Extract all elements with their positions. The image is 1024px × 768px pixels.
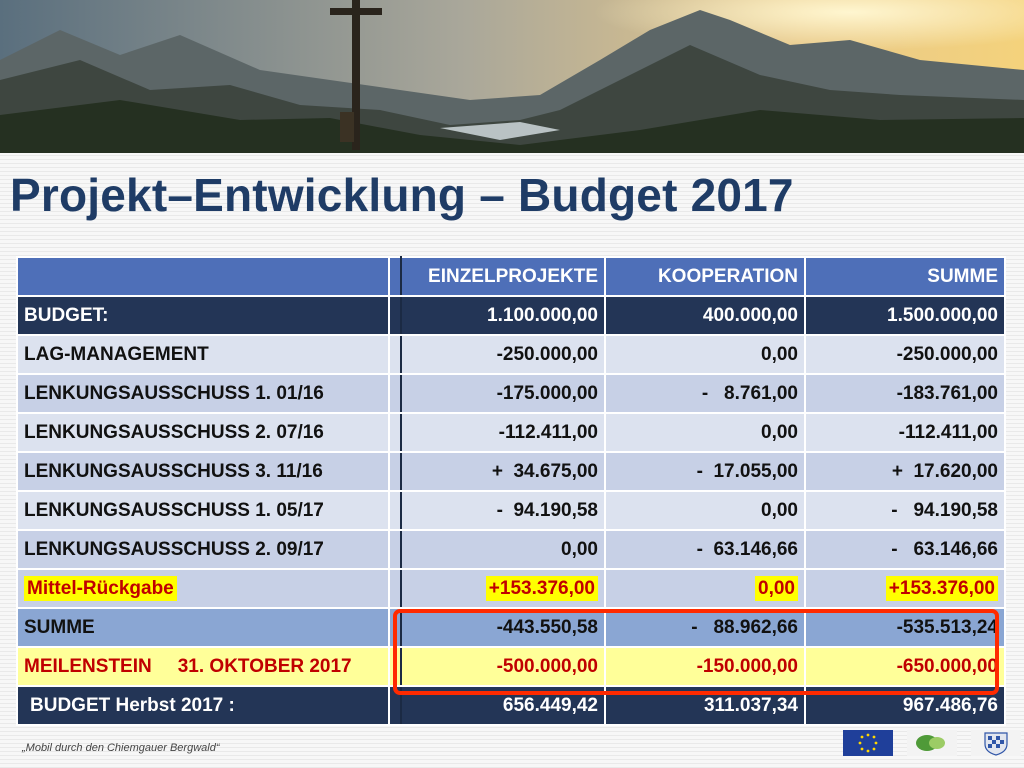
bavaria-coat-of-arms-logo [971,730,1021,756]
cell-einzelprojekte: -112.411,00 [400,412,606,453]
cell-einzelprojekte: 656.449,42 [400,685,606,726]
cell-kooperation: 0,00 [604,490,806,531]
cell-summe: -535.513,24 [804,607,1006,648]
meilenstein-date: 31. OKTOBER 2017 [177,655,352,677]
highlight-value: 0,00 [755,575,798,601]
cell-einzelprojekte: -500.000,00 [400,646,606,687]
leader-logo [907,730,957,756]
cell-summe: 1.500.000,00 [804,295,1006,336]
row-label: SUMME [16,607,390,648]
cell-einzelprojekte: - 94.190,58 [400,490,606,531]
table-row-budget: BUDGET: 1.100.000,00 400.000,00 1.500.00… [16,295,1006,336]
header-banner-image [0,0,1024,153]
row-label: LENKUNGSAUSSCHUSS 1. 01/16 [16,373,390,414]
row-label: Mittel-Rückgabe [16,568,390,609]
cell-summe: -250.000,00 [804,334,1006,375]
cell-kooperation: - 88.962,66 [604,607,806,648]
cell-einzelprojekte: 0,00 [400,529,606,570]
column-separator [388,295,402,336]
cell-kooperation: 311.037,34 [604,685,806,726]
column-separator [388,685,402,726]
cell-kooperation: 0,00 [604,568,806,609]
column-separator [388,646,402,687]
cell-einzelprojekte: + 34.675,00 [400,451,606,492]
column-separator [388,607,402,648]
table-row: LENKUNGSAUSSCHUSS 1. 01/16 -175.000,00 -… [16,373,1006,414]
page-title: Projekt–Entwicklung – Budget 2017 [10,169,794,221]
row-label: BUDGET: [16,295,390,336]
column-separator [388,490,402,531]
table-row: LENKUNGSAUSSCHUSS 2. 09/17 0,00 - 63.146… [16,529,1006,570]
cell-summe: 967.486,76 [804,685,1006,726]
header-cell-kooperation: KOOPERATION [604,256,806,297]
logo-strip [843,730,1021,756]
cell-einzelprojekte: -175.000,00 [400,373,606,414]
cell-kooperation: 0,00 [604,412,806,453]
highlight-value: +153.376,00 [885,575,998,601]
row-label: BUDGET Herbst 2017 : [16,685,390,726]
header-cell-summe: SUMME [804,256,1006,297]
column-separator [388,529,402,570]
column-separator [388,451,402,492]
cell-summe: -112.411,00 [804,412,1006,453]
cell-kooperation: 0,00 [604,334,806,375]
row-label: LAG-MANAGEMENT [16,334,390,375]
table-row: LENKUNGSAUSSCHUSS 2. 07/16 -112.411,00 0… [16,412,1006,453]
cell-summe: - 63.146,66 [804,529,1006,570]
column-separator [388,373,402,414]
cell-kooperation: 400.000,00 [604,295,806,336]
table-row-budget-herbst: BUDGET Herbst 2017 : 656.449,42 311.037,… [16,685,1006,726]
column-separator [388,412,402,453]
highlight-value: +153.376,00 [485,575,598,601]
column-separator [388,568,402,609]
cell-summe: -650.000,00 [804,646,1006,687]
cell-summe: +153.376,00 [804,568,1006,609]
row-label: LENKUNGSAUSSCHUSS 3. 11/16 [16,451,390,492]
row-label: LENKUNGSAUSSCHUSS 1. 05/17 [16,490,390,531]
table-row: LENKUNGSAUSSCHUSS 3. 11/16 + 34.675,00 -… [16,451,1006,492]
cell-einzelprojekte: 1.100.000,00 [400,295,606,336]
meilenstein-label: MEILENSTEIN [24,655,152,677]
table-header-row: EINZELPROJEKTE KOOPERATION SUMME [16,256,1006,297]
budget-table: EINZELPROJEKTE KOOPERATION SUMME BUDGET:… [16,256,1006,726]
highlight-label: Mittel-Rückgabe [24,575,177,601]
cell-kooperation: - 17.055,00 [604,451,806,492]
cell-einzelprojekte: +153.376,00 [400,568,606,609]
project-subtitle: „Mobil durch den Chiemgauer Bergwald“ [22,742,220,754]
column-separator [388,334,402,375]
row-label: LENKUNGSAUSSCHUSS 2. 07/16 [16,412,390,453]
cell-einzelprojekte: -250.000,00 [400,334,606,375]
cell-summe: + 17.620,00 [804,451,1006,492]
header-cell-label [16,256,390,297]
column-separator [388,256,402,297]
table-row: LAG-MANAGEMENT -250.000,00 0,00 -250.000… [16,334,1006,375]
cell-summe: -183.761,00 [804,373,1006,414]
eu-flag-logo [843,730,893,756]
row-label: MEILENSTEIN 31. OKTOBER 2017 [16,646,390,687]
cell-summe: - 94.190,58 [804,490,1006,531]
table-row-summe: SUMME -443.550,58 - 88.962,66 -535.513,2… [16,607,1006,648]
cell-einzelprojekte: -443.550,58 [400,607,606,648]
cell-kooperation: - 63.146,66 [604,529,806,570]
header-cell-einzelprojekte: EINZELPROJEKTE [400,256,606,297]
row-label: LENKUNGSAUSSCHUSS 2. 09/17 [16,529,390,570]
cell-kooperation: - 8.761,00 [604,373,806,414]
table-row-mittel-rueckgabe: Mittel-Rückgabe +153.376,00 0,00 +153.37… [16,568,1006,609]
table-row: LENKUNGSAUSSCHUSS 1. 05/17 - 94.190,58 0… [16,490,1006,531]
cell-kooperation: -150.000,00 [604,646,806,687]
table-row-meilenstein: MEILENSTEIN 31. OKTOBER 2017 -500.000,00 … [16,646,1006,687]
